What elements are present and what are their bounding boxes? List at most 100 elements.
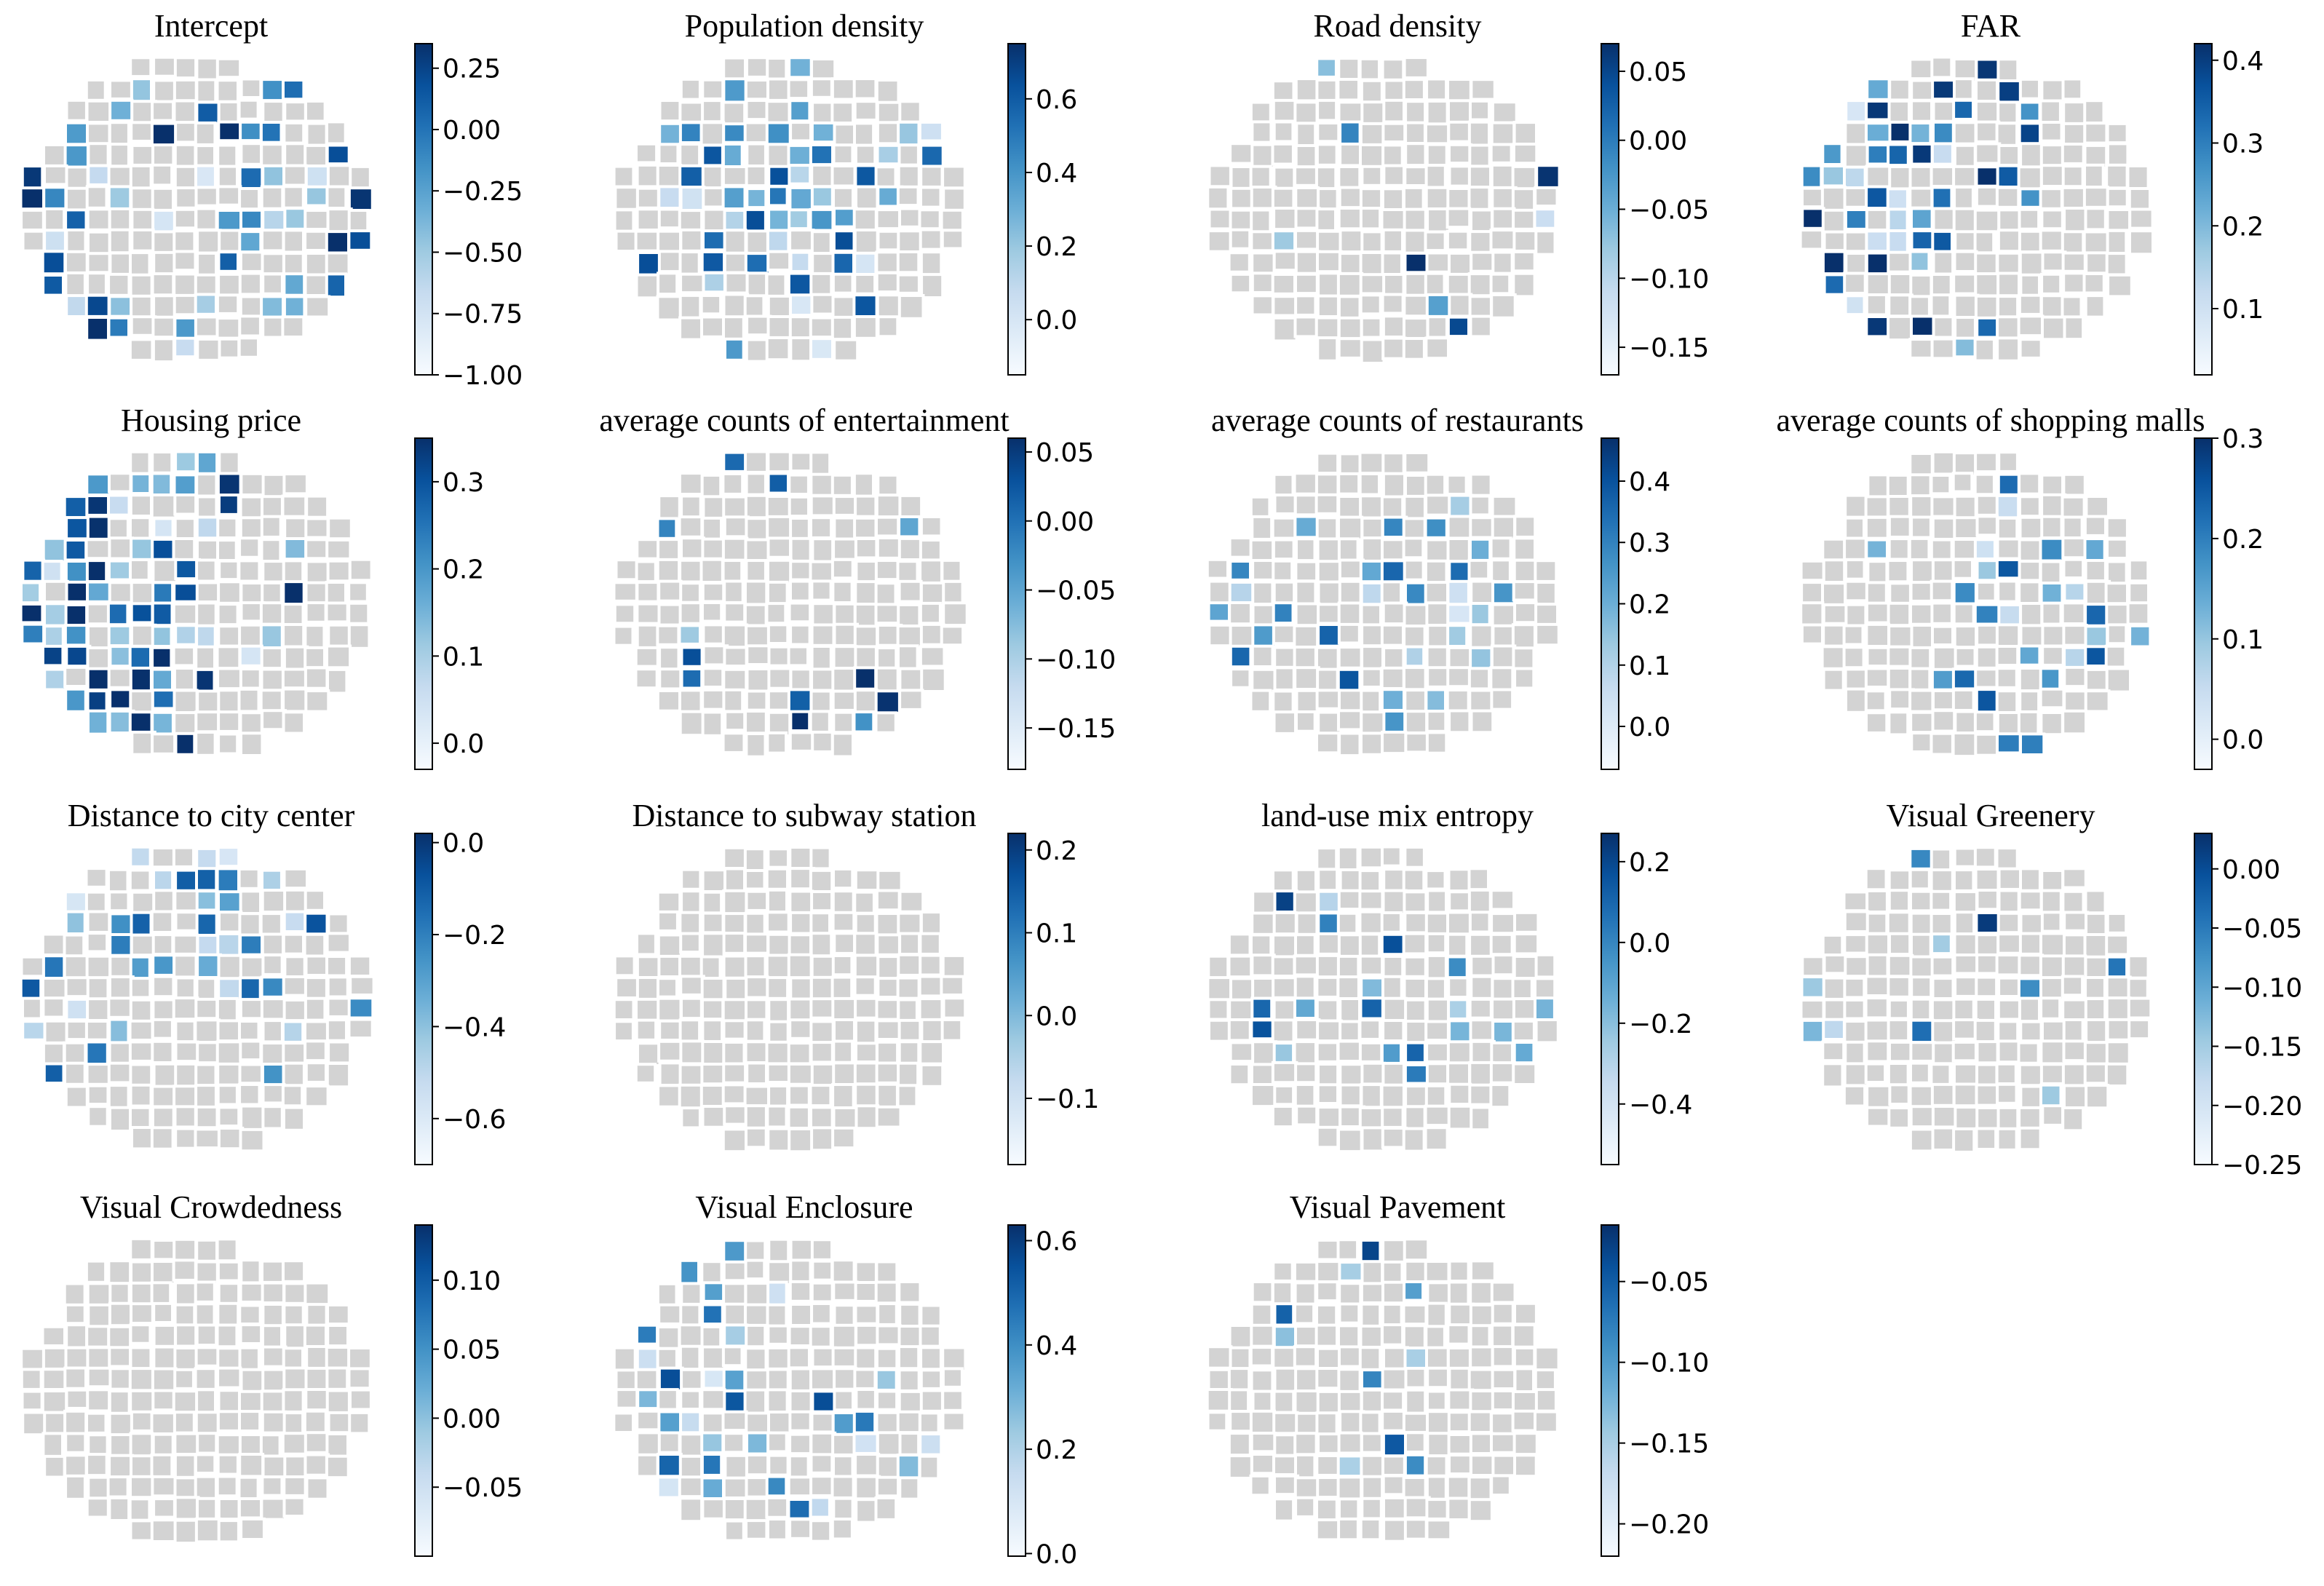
tract-polygon: [657, 1366, 684, 1392]
tract-polygon: [1821, 1040, 1846, 1063]
tract-polygon: [1470, 579, 1495, 606]
tract-polygon: [1446, 1061, 1471, 1087]
tract-polygon: [700, 1431, 725, 1454]
tract-polygon: [1864, 515, 1889, 540]
tract-polygon: [2083, 1041, 2111, 1066]
tract-polygon: [920, 273, 945, 300]
tract-polygon: [239, 208, 263, 231]
tract-polygon: [765, 272, 788, 299]
tract-polygon: [1272, 98, 1298, 123]
tract-polygon: [1273, 1433, 1298, 1457]
tract-polygon: [1424, 271, 1446, 298]
tract-polygon: [238, 1304, 262, 1325]
tract-polygon: [85, 316, 110, 342]
tract-polygon: [744, 493, 770, 520]
tract-polygon: [1448, 1082, 1472, 1106]
tract-polygon: [238, 912, 262, 937]
tract-polygon: [1996, 998, 2023, 1021]
tract-polygon: [172, 1258, 197, 1282]
tract-polygon: [1973, 603, 2001, 626]
tract-polygon: [723, 710, 747, 732]
tract-polygon: [282, 1042, 309, 1065]
tract-polygon: [723, 579, 745, 604]
tract-polygon: [1864, 689, 1887, 713]
tract-polygon: [1973, 230, 1996, 255]
tract-polygon: [1337, 295, 1362, 320]
tract-polygon: [1424, 1126, 1449, 1152]
tract-polygon: [2039, 187, 2063, 210]
tract-polygon: [326, 559, 352, 583]
tract-polygon: [1446, 624, 1469, 649]
tract-polygon: [239, 889, 263, 916]
tract-polygon: [325, 1454, 350, 1480]
tract-polygon: [918, 1454, 940, 1480]
tract-polygon: [678, 1018, 702, 1043]
choropleth-map: [20, 1237, 373, 1545]
tract-polygon: [1360, 1126, 1386, 1153]
tract-polygon: [326, 207, 353, 234]
tract-polygon: [635, 1453, 659, 1478]
tract-polygon: [1975, 515, 1999, 537]
tract-polygon: [810, 1238, 834, 1261]
tract-polygon: [130, 890, 157, 915]
tract-polygon: [1403, 1063, 1430, 1085]
tract-polygon: [108, 1346, 132, 1368]
tract-polygon: [810, 645, 833, 671]
tract-polygon: [702, 186, 727, 209]
tract-polygon: [1425, 1518, 1453, 1542]
tract-polygon: [41, 1432, 65, 1459]
tract-polygon: [239, 955, 266, 980]
tract-polygon: [196, 495, 218, 519]
tract-polygon: [1844, 208, 1870, 231]
tract-polygon: [194, 1453, 217, 1475]
tract-polygon: [282, 79, 306, 101]
tract-polygon: [721, 472, 745, 496]
tract-polygon: [1446, 666, 1472, 689]
tract-polygon: [1337, 622, 1361, 645]
tract-polygon: [130, 143, 155, 167]
tract-polygon: [1490, 644, 1517, 671]
tract-polygon: [1359, 559, 1385, 584]
tract-polygon: [1381, 251, 1403, 277]
tract-polygon: [1446, 537, 1471, 563]
tract-polygon: [216, 185, 242, 207]
tract-polygon: [1447, 1280, 1470, 1307]
tract-polygon: [20, 1389, 44, 1412]
tract-polygon: [1404, 1020, 1428, 1044]
tract-polygon: [2106, 273, 2133, 298]
tract-polygon: [129, 558, 151, 582]
tract-polygon: [1272, 295, 1298, 317]
tract-polygon: [217, 953, 243, 980]
tract-polygon: [1975, 120, 2001, 143]
tract-polygon: [1229, 165, 1254, 191]
tract-polygon: [41, 1346, 69, 1371]
tract-polygon: [239, 495, 266, 521]
tract-polygon: [65, 644, 92, 668]
tract-polygon: [852, 710, 876, 734]
tract-polygon: [1951, 1040, 1978, 1063]
tract-polygon: [1314, 316, 1341, 341]
tract-polygon: [2127, 558, 2150, 583]
tract-polygon: [2083, 515, 2107, 537]
tract-polygon: [303, 932, 327, 960]
tract-polygon: [1931, 977, 1955, 1000]
choropleth-map: [19, 55, 374, 364]
tract-polygon: [1534, 622, 1560, 647]
tract-polygon: [1314, 1518, 1341, 1542]
tract-polygon: [830, 473, 854, 497]
tract-polygon: [129, 1519, 154, 1542]
tract-polygon: [919, 1040, 945, 1066]
tract-polygon: [1337, 495, 1363, 520]
tract-polygon: [1381, 1389, 1405, 1412]
tract-polygon: [788, 208, 810, 231]
tract-polygon: [1909, 1018, 1935, 1044]
tract-polygon: [1865, 207, 1889, 231]
tract-polygon: [1294, 1496, 1317, 1518]
tract-polygon: [215, 293, 240, 315]
tract-polygon: [1469, 1432, 1494, 1455]
tract-polygon: [1251, 559, 1277, 582]
tract-polygon: [2018, 207, 2041, 231]
tract-polygon: [150, 493, 178, 520]
tract-polygon: [1864, 667, 1890, 689]
